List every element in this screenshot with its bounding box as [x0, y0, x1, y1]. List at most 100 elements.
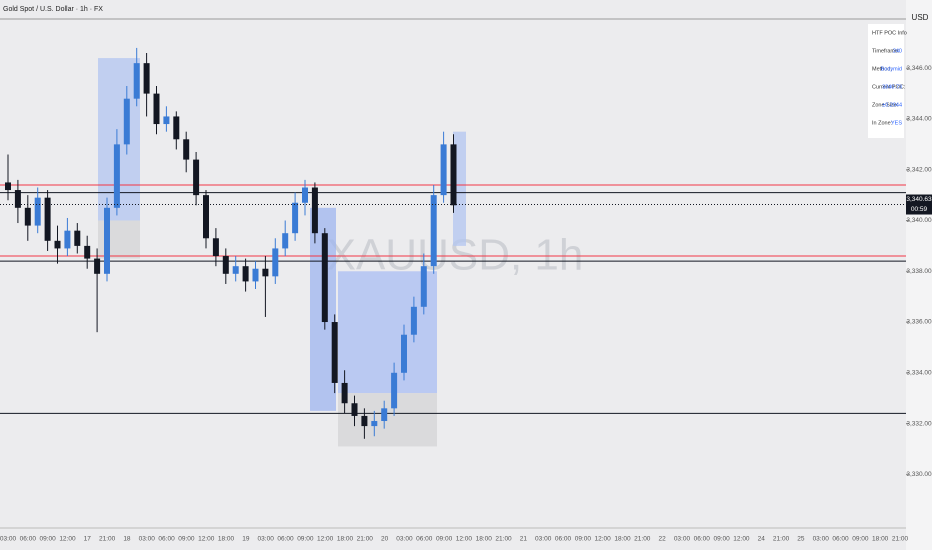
y-tick-label: 3,332.00 — [906, 420, 932, 427]
y-tick-label: 3,336.00 — [906, 319, 932, 326]
time-label: 21:00 — [357, 536, 374, 543]
candle-body — [282, 233, 289, 249]
candle-body — [64, 230, 71, 249]
candle-body — [24, 207, 31, 226]
time-label: 09:00 — [40, 536, 57, 543]
time-label: 18:00 — [337, 536, 354, 543]
y-tick-label: 3,340.00 — [906, 217, 932, 224]
time-label: 09:00 — [436, 536, 453, 543]
candle-body — [84, 245, 91, 259]
zone — [338, 393, 437, 447]
candle-body — [183, 139, 190, 160]
info-value: ±0.2044 — [882, 102, 902, 108]
candle-body — [410, 306, 417, 335]
time-label: 03:00 — [396, 536, 413, 543]
time-label: 17 — [84, 536, 92, 543]
candle-body — [341, 382, 348, 404]
candle-body — [193, 159, 200, 196]
candle-body — [311, 187, 318, 234]
candle-body — [123, 98, 130, 145]
candle-body — [252, 268, 259, 282]
info-value: 240 — [893, 48, 902, 54]
candle-body — [14, 190, 21, 208]
candle-body — [351, 403, 358, 416]
candle-body — [153, 93, 160, 125]
time-label: 18:00 — [614, 536, 631, 543]
time-label: 21:00 — [495, 536, 512, 543]
time-label: 21:00 — [99, 536, 116, 543]
time-label: 22 — [659, 536, 667, 543]
candle-body — [222, 256, 229, 274]
candle-body — [430, 195, 437, 267]
time-label: 03:00 — [139, 536, 156, 543]
candle-body — [450, 144, 457, 206]
time-label: 12:00 — [595, 536, 612, 543]
candle-body — [381, 408, 388, 422]
time-label: 03:00 — [258, 536, 275, 543]
current-price: 3,340.63 — [906, 196, 932, 203]
candle-body — [34, 197, 41, 226]
y-tick-label: 3,338.00 — [906, 268, 932, 275]
time-label: 06:00 — [20, 536, 37, 543]
candle-body — [133, 63, 140, 99]
candle-body — [391, 372, 398, 409]
candle-body — [203, 195, 209, 239]
candle-body — [361, 415, 368, 427]
time-label: 25 — [797, 536, 805, 543]
zone — [338, 271, 437, 394]
time-label: 06:00 — [277, 536, 294, 543]
time-label: 09:00 — [852, 536, 869, 543]
time-label: 19 — [242, 536, 250, 543]
candle-body — [242, 266, 249, 282]
time-label: 18:00 — [476, 536, 493, 543]
time-label: 21:00 — [773, 536, 790, 543]
candle-body — [420, 266, 427, 307]
time-label: 21 — [520, 536, 528, 543]
info-label: Timeframe: — [872, 48, 900, 54]
candle-body — [173, 116, 180, 140]
time-label: 09:00 — [178, 536, 195, 543]
time-label: 03:00 — [674, 536, 691, 543]
candle-body — [94, 258, 101, 274]
candle-body — [104, 207, 110, 274]
candle-body — [292, 202, 299, 234]
candle-body — [440, 144, 447, 196]
time-label: 03:00 — [813, 536, 830, 543]
candle-body — [44, 197, 51, 241]
time-label: 06:00 — [832, 536, 849, 543]
info-label: Zone Size: — [872, 102, 899, 108]
info-value: 3340.73 — [882, 84, 902, 90]
time-label: 03:00 — [535, 536, 552, 543]
time-label: 20 — [381, 536, 389, 543]
candle-body — [212, 238, 219, 257]
candle-body — [113, 144, 120, 208]
time-label: 06:00 — [694, 536, 711, 543]
info-value: Bodymid — [881, 66, 902, 72]
info-value: YES — [891, 120, 902, 126]
time-label: 09:00 — [297, 536, 314, 543]
candle-body — [262, 268, 269, 277]
time-label: 12:00 — [733, 536, 750, 543]
info-label: In Zone: — [872, 120, 893, 126]
time-label: 12:00 — [456, 536, 473, 543]
candle-body — [321, 233, 328, 323]
time-label: 03:00 — [0, 536, 17, 543]
candle-body — [371, 421, 378, 427]
candle-body — [54, 240, 61, 249]
info-label: HTF POC Info — [872, 30, 907, 36]
candle-body — [143, 63, 150, 94]
price-axis — [906, 0, 932, 550]
time-label: 21:00 — [634, 536, 651, 543]
candle-body — [401, 334, 407, 373]
candle-body — [232, 266, 239, 274]
time-label: 06:00 — [555, 536, 572, 543]
candle-body — [5, 182, 11, 191]
candle-body — [163, 116, 170, 125]
time-label: 18:00 — [872, 536, 889, 543]
info-panel — [868, 24, 904, 138]
candle-body — [331, 322, 338, 383]
time-label: 12:00 — [317, 536, 334, 543]
time-label: 06:00 — [158, 536, 175, 543]
